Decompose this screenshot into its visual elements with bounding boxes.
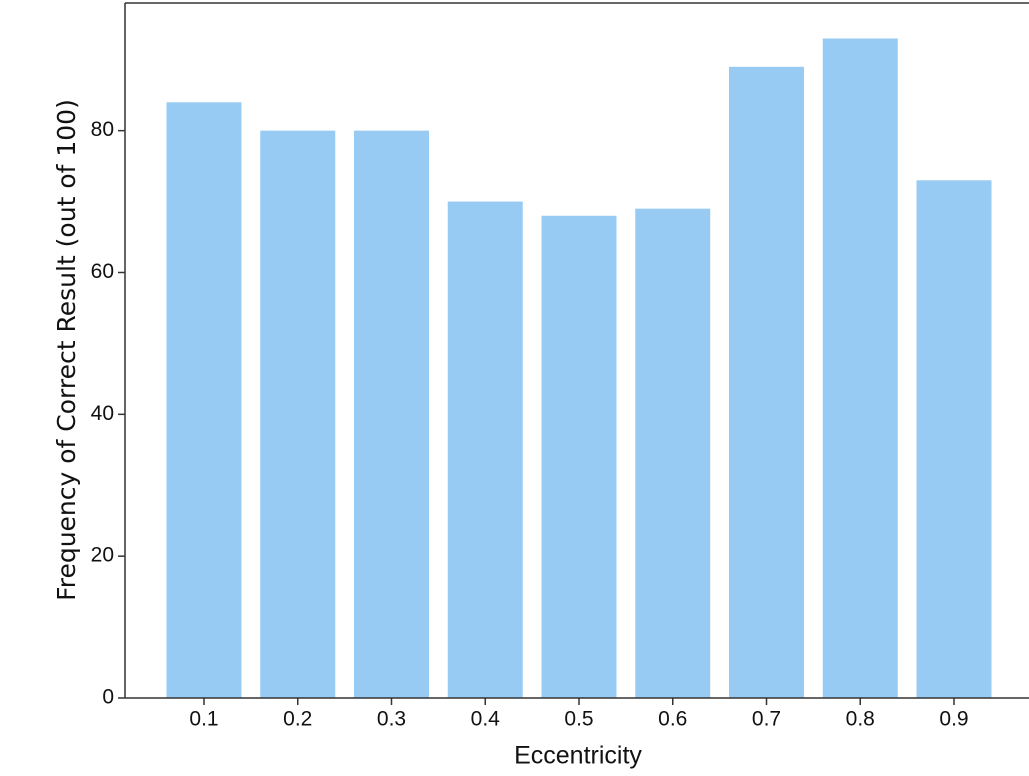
x-tick-label: 0.4 [471,708,501,731]
bar [635,208,711,698]
y-axis-label: Frequency of Correct Result (out of 100) [52,99,81,601]
bar [541,215,617,698]
x-tick-label: 0.7 [752,708,781,731]
x-axis-label: Eccentricity [514,742,642,770]
x-tick-label: 0.6 [658,708,687,731]
bar [729,66,804,698]
y-tick-label: 20 [91,544,114,567]
x-tick-label: 0.1 [189,708,218,731]
y-tick-label: 60 [91,260,114,283]
x-tick-label: 0.9 [939,708,968,731]
x-tick-label: 0.5 [564,708,593,731]
x-tick-label: 0.2 [283,708,312,731]
x-tick-label: 0.8 [846,708,875,731]
y-tick-label: 0 [102,686,114,709]
bar [822,38,898,699]
y-tick-label: 80 [91,118,114,141]
bar [354,130,429,698]
bar [260,130,336,698]
bar [916,180,992,699]
x-tick-label: 0.3 [377,708,406,731]
bar [166,102,242,699]
y-tick-label: 40 [91,402,114,425]
bar [447,201,523,699]
